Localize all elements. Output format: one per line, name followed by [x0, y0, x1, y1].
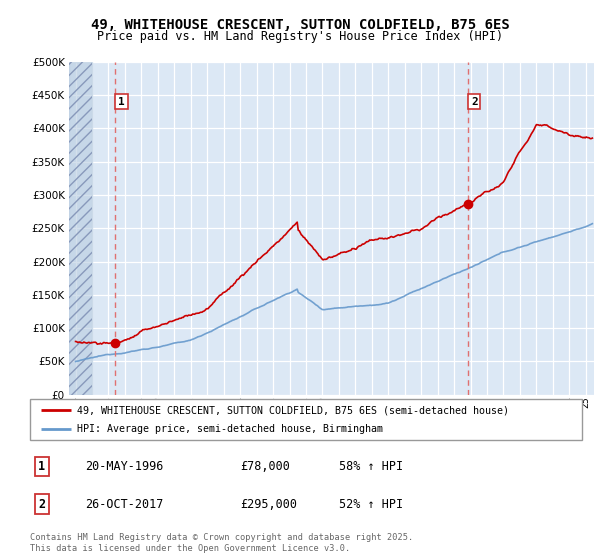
Text: 49, WHITEHOUSE CRESCENT, SUTTON COLDFIELD, B75 6ES: 49, WHITEHOUSE CRESCENT, SUTTON COLDFIEL… [91, 18, 509, 32]
Text: HPI: Average price, semi-detached house, Birmingham: HPI: Average price, semi-detached house,… [77, 424, 383, 433]
Text: 2: 2 [471, 96, 478, 106]
Text: 1: 1 [38, 460, 46, 473]
Text: 20-MAY-1996: 20-MAY-1996 [85, 460, 164, 473]
Bar [69, 62, 92, 395]
Text: 1: 1 [118, 96, 125, 106]
Text: Contains HM Land Registry data © Crown copyright and database right 2025.
This d: Contains HM Land Registry data © Crown c… [30, 533, 413, 553]
Bar [69, 62, 92, 395]
Text: 2: 2 [38, 498, 46, 511]
Text: £295,000: £295,000 [240, 498, 297, 511]
Text: 26-OCT-2017: 26-OCT-2017 [85, 498, 164, 511]
Text: 49, WHITEHOUSE CRESCENT, SUTTON COLDFIELD, B75 6ES (semi-detached house): 49, WHITEHOUSE CRESCENT, SUTTON COLDFIEL… [77, 405, 509, 415]
Text: 52% ↑ HPI: 52% ↑ HPI [339, 498, 403, 511]
Text: 58% ↑ HPI: 58% ↑ HPI [339, 460, 403, 473]
Text: Price paid vs. HM Land Registry's House Price Index (HPI): Price paid vs. HM Land Registry's House … [97, 30, 503, 43]
Text: £78,000: £78,000 [240, 460, 290, 473]
FancyBboxPatch shape [30, 399, 582, 440]
